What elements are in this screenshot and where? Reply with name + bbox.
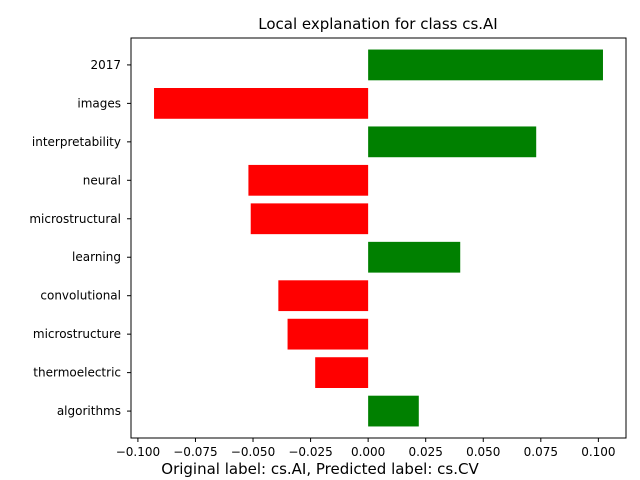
xtick-label: 0.075: [524, 445, 558, 459]
bar-algorithms: [368, 395, 419, 427]
xtick-label: 0.050: [466, 445, 500, 459]
bar-learning: [368, 241, 461, 273]
xtick-label: −0.050: [231, 445, 275, 459]
ytick-label: neural: [83, 173, 121, 187]
ytick-label: convolutional: [40, 289, 121, 303]
xtick-label: −0.025: [288, 445, 332, 459]
bars-group: [154, 49, 603, 427]
xtick-label: 0.025: [409, 445, 443, 459]
ytick-label: microstructure: [33, 327, 121, 341]
prediction-caption: Original label: cs.AI, Predicted label: …: [161, 460, 479, 478]
ytick-label: 2017: [90, 58, 121, 72]
ytick-label: microstructural: [29, 212, 121, 226]
xtick-label: 0.100: [581, 445, 615, 459]
bar-microstructure: [287, 318, 369, 350]
bar-2017: [368, 49, 603, 81]
ytick-label: images: [77, 96, 121, 110]
ytick-label: thermoelectric: [33, 366, 121, 380]
chart-title: Local explanation for class cs.AI: [258, 15, 497, 33]
xtick-label: −0.100: [116, 445, 160, 459]
ytick-label: interpretability: [32, 135, 121, 149]
x-axis-ticks: −0.100 −0.075 −0.050 −0.025 0.000 0.025 0.050 0…: [116, 438, 616, 459]
xtick-label: 0.000: [351, 445, 385, 459]
bar-images: [154, 88, 369, 119]
bar-convolutional: [278, 280, 369, 312]
y-axis-ticks: 2017 images interpretability neural microstr…: [29, 58, 131, 418]
bar-thermoelectric: [315, 357, 369, 388]
xtick-label: −0.075: [173, 445, 217, 459]
bar-interpretability: [368, 126, 537, 158]
ytick-label: learning: [72, 250, 121, 264]
bar-neural: [248, 164, 369, 196]
ytick-label: algorithms: [57, 404, 121, 418]
bar-microstructural: [250, 203, 369, 235]
axes-frame: [130, 37, 627, 439]
